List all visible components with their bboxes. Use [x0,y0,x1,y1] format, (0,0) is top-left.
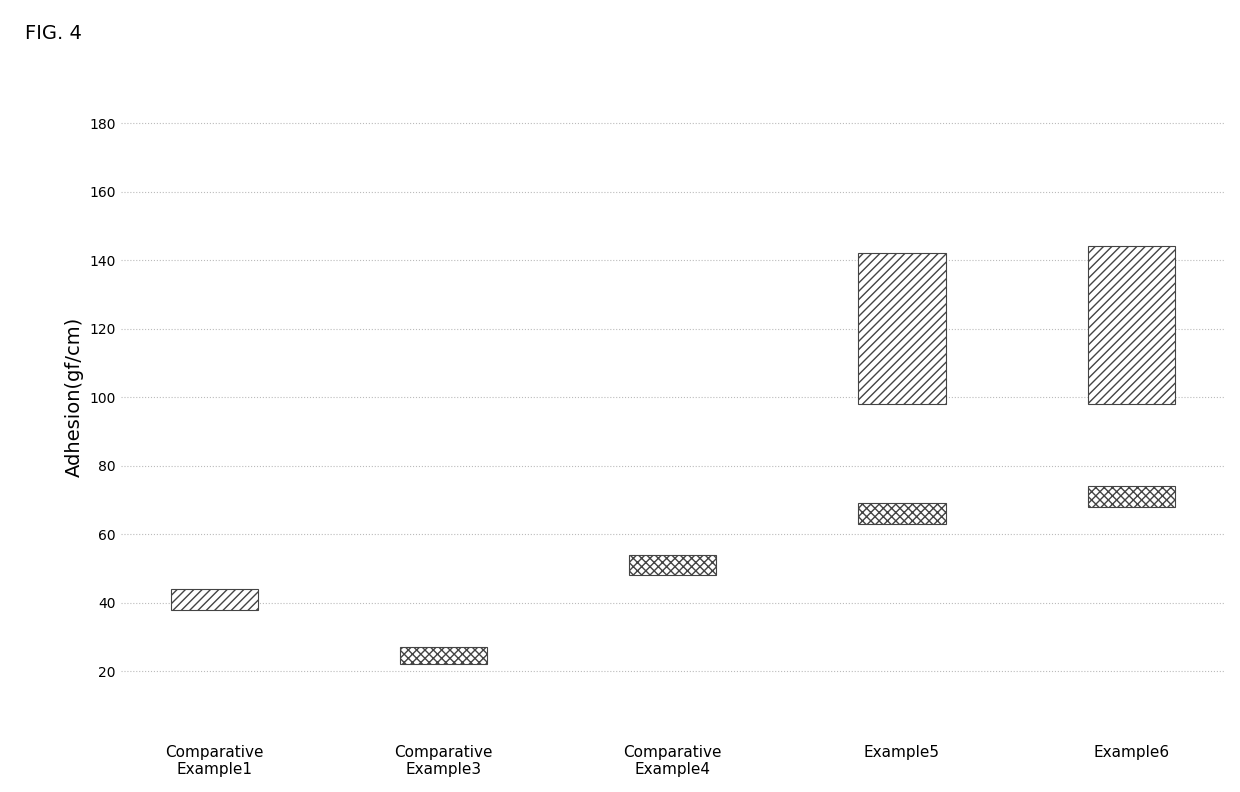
Bar [629,554,717,575]
Y-axis label: Adhesion(gf/cm): Adhesion(gf/cm) [64,317,83,478]
Bar [1087,246,1174,404]
Bar [401,647,487,664]
Bar [858,253,946,404]
Bar [1087,486,1174,507]
Bar [858,504,946,524]
Bar [171,589,258,610]
Text: FIG. 4: FIG. 4 [25,24,82,43]
